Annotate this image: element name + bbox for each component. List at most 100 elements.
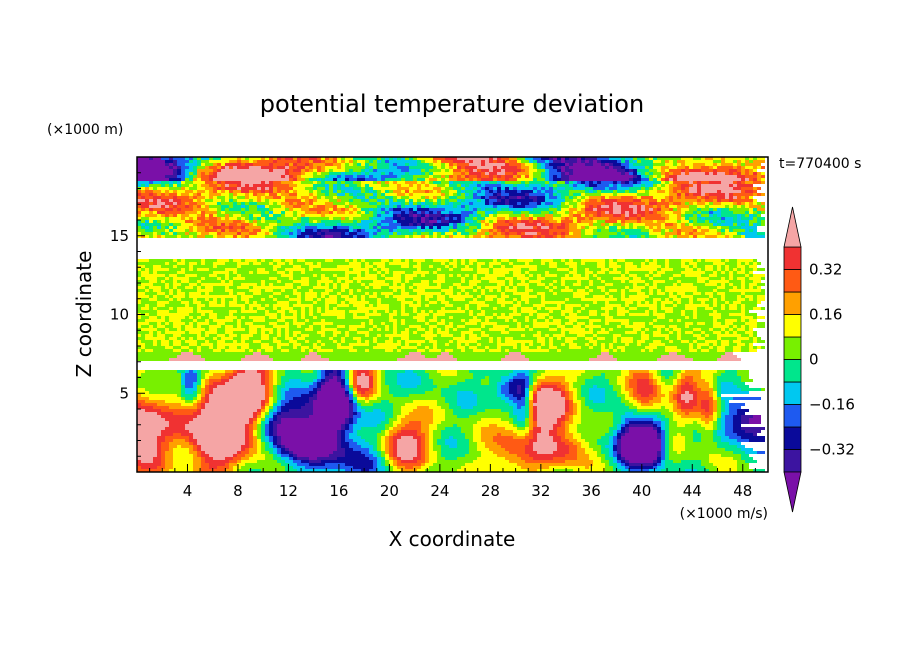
heatmap-cell <box>705 268 713 271</box>
heatmap-cell <box>137 304 145 307</box>
heatmap-cell <box>425 181 429 184</box>
heatmap-cell <box>169 262 177 265</box>
heatmap-cell <box>393 322 397 325</box>
heatmap-cell <box>469 265 477 268</box>
heatmap-cell <box>181 319 193 322</box>
heatmap-cell <box>177 190 185 193</box>
heatmap-cell <box>373 340 377 343</box>
heatmap-cell <box>501 157 509 160</box>
heatmap-cell <box>341 301 345 304</box>
heatmap-cell <box>449 214 461 217</box>
heatmap-cell <box>137 205 141 208</box>
heatmap-cell <box>701 199 705 202</box>
heatmap-cell <box>325 181 337 184</box>
heatmap-cell <box>485 184 501 187</box>
heatmap-cell <box>393 163 397 166</box>
heatmap-cell <box>453 193 457 196</box>
heatmap-cell <box>697 310 713 313</box>
heatmap-cell <box>337 184 341 187</box>
heatmap-cell <box>257 220 261 223</box>
heatmap-cell <box>673 319 677 322</box>
heatmap-cell <box>481 337 489 340</box>
heatmap-cell <box>241 208 245 211</box>
heatmap-cell <box>681 193 685 196</box>
heatmap-cell <box>209 217 217 220</box>
heatmap-cell <box>429 346 433 349</box>
heatmap-cell <box>521 232 525 235</box>
heatmap-cell <box>637 214 641 217</box>
heatmap-cell <box>713 202 721 205</box>
heatmap-cell <box>361 295 365 298</box>
heatmap-cell <box>269 310 277 313</box>
heatmap-cell <box>645 328 649 331</box>
heatmap-cell <box>137 352 181 355</box>
heatmap-cell <box>285 283 293 286</box>
heatmap-cell <box>405 172 409 175</box>
heatmap-cell <box>337 325 345 328</box>
heatmap-cell <box>185 286 193 289</box>
heatmap-cell <box>509 220 521 223</box>
heatmap-cell <box>589 184 597 187</box>
heatmap-cell <box>449 175 453 178</box>
heatmap-cell <box>421 265 429 268</box>
heatmap-cell <box>293 205 301 208</box>
heatmap-cell <box>333 163 341 166</box>
heatmap-cell <box>353 172 357 175</box>
heatmap-cell <box>145 229 153 232</box>
heatmap-cell <box>409 337 425 340</box>
heatmap-cell <box>201 262 205 265</box>
heatmap-cell <box>169 214 173 217</box>
heatmap-cell <box>161 280 165 283</box>
heatmap-cell <box>733 223 737 226</box>
heatmap-cell <box>737 223 741 226</box>
heatmap-cell <box>649 232 661 235</box>
heatmap-cell <box>697 208 701 211</box>
heatmap-cell <box>757 316 765 319</box>
heatmap-cell <box>441 286 449 289</box>
heatmap-cell <box>597 160 601 163</box>
heatmap-cell <box>417 301 421 304</box>
heatmap-cell <box>597 313 601 316</box>
heatmap-cell <box>249 190 253 193</box>
heatmap-cell <box>477 316 485 319</box>
heatmap-cell <box>733 229 745 232</box>
heatmap-cell <box>489 214 493 217</box>
heatmap-cell <box>421 220 425 223</box>
heatmap-cell <box>177 310 193 313</box>
heatmap-cell <box>409 172 421 175</box>
heatmap-cell <box>401 169 409 172</box>
heatmap-cell <box>697 337 705 340</box>
heatmap-cell <box>489 271 493 274</box>
heatmap-cell <box>501 169 505 172</box>
heatmap-cell <box>745 265 749 268</box>
heatmap-cell <box>389 232 393 235</box>
heatmap-cell <box>397 157 401 160</box>
heatmap-cell <box>177 214 181 217</box>
heatmap-cell <box>389 316 393 319</box>
heatmap-cell <box>333 337 341 340</box>
heatmap-cell <box>725 265 729 268</box>
heatmap-cell <box>677 160 685 163</box>
heatmap-cell <box>349 160 353 163</box>
heatmap-cell <box>237 268 257 271</box>
heatmap-cell <box>437 217 441 220</box>
heatmap-cell <box>233 289 249 292</box>
heatmap-cell <box>417 187 421 190</box>
heatmap-cell <box>537 295 541 298</box>
heatmap-cell <box>329 184 333 187</box>
heatmap-cell <box>625 331 637 334</box>
heatmap-cell <box>605 211 609 214</box>
heatmap-cell <box>729 265 737 268</box>
heatmap-cell <box>665 289 697 292</box>
heatmap-cell <box>313 328 321 331</box>
heatmap-cell <box>685 214 693 217</box>
heatmap-cell <box>717 337 721 340</box>
heatmap-cell <box>561 277 589 280</box>
heatmap-cell <box>701 190 717 193</box>
heatmap-cell <box>193 319 197 322</box>
heatmap-cell <box>569 217 573 220</box>
heatmap-cell <box>317 343 321 346</box>
heatmap-cell <box>237 286 249 289</box>
heatmap-cell <box>201 331 205 334</box>
heatmap-cell <box>429 301 437 304</box>
